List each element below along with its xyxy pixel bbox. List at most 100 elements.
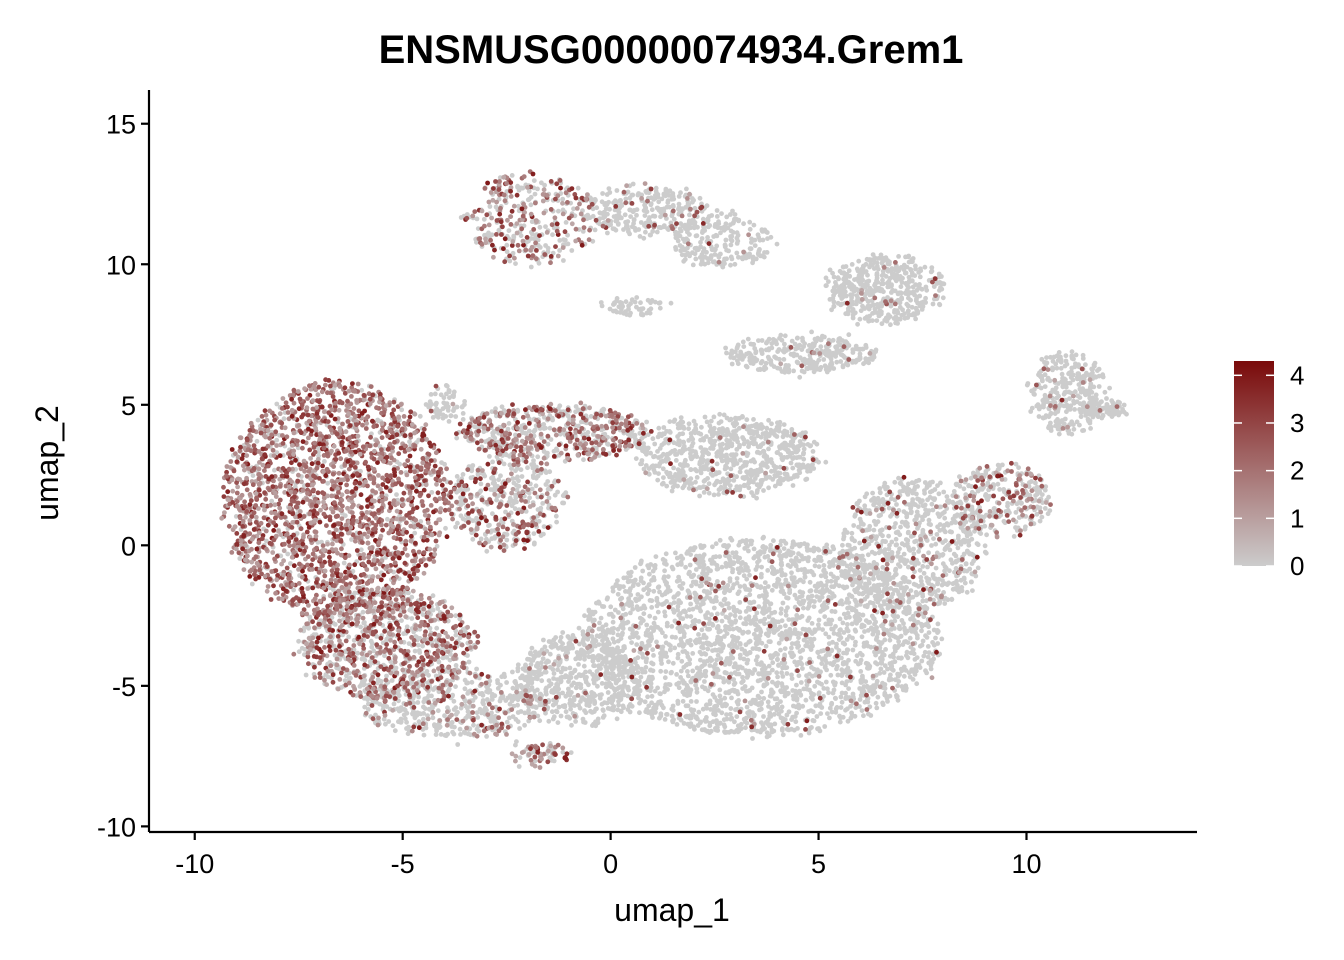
scatter-point	[412, 530, 418, 536]
scatter-point	[679, 658, 685, 664]
scatter-point	[785, 473, 790, 479]
scatter-point	[701, 588, 707, 594]
scatter-point	[837, 616, 843, 622]
scatter-point	[804, 686, 810, 692]
scatter-point	[860, 612, 866, 618]
scatter-point	[801, 446, 807, 452]
scatter-point	[779, 562, 785, 568]
scatter-point	[797, 594, 803, 600]
scatter-point	[708, 418, 714, 424]
scatter-point	[455, 520, 460, 526]
chart-title: ENSMUSG00000074934.Grem1	[379, 28, 964, 72]
scatter-point	[792, 542, 798, 547]
scatter-point	[712, 438, 718, 444]
scatter-point	[688, 614, 694, 619]
scatter-point	[725, 583, 731, 588]
scatter-point	[701, 437, 707, 443]
scatter-point	[697, 649, 703, 655]
scatter-point	[657, 691, 663, 696]
scatter-point	[777, 444, 782, 450]
scatter-point	[708, 642, 714, 648]
scatter-point	[803, 697, 809, 703]
scatter-point	[678, 717, 684, 723]
scatter-point	[681, 680, 686, 686]
scatter-point	[740, 435, 745, 440]
scatter-point	[710, 622, 716, 628]
scatter-point	[893, 677, 898, 683]
scatter-point	[789, 450, 795, 456]
scatter-point	[801, 431, 806, 436]
scatter-point	[834, 666, 839, 672]
scatter-point	[531, 531, 537, 536]
scatter-point	[713, 726, 718, 731]
scatter-point	[772, 432, 778, 438]
scatter-point	[715, 579, 720, 584]
scatter-point	[641, 441, 646, 446]
scatter-point	[825, 579, 830, 584]
scatter-point	[653, 554, 659, 559]
scatter-point	[763, 670, 768, 675]
scatter-point	[766, 663, 772, 669]
scatter-point	[708, 557, 713, 563]
scatter-point	[367, 659, 373, 664]
scatter-point	[650, 436, 656, 442]
scatter-point	[302, 652, 307, 658]
scatter-point	[445, 731, 450, 737]
scatter-point	[829, 617, 835, 623]
scatter-point	[812, 599, 817, 604]
scatter-point	[793, 688, 798, 694]
scatter-point	[237, 556, 243, 561]
scatter-point	[698, 467, 704, 473]
scatter-point	[646, 466, 652, 471]
scatter-point	[756, 558, 762, 563]
scatter-point	[399, 618, 404, 623]
scatter-point	[605, 690, 611, 695]
scatter-point	[391, 701, 397, 707]
scatter-point	[852, 642, 858, 648]
scatter-point	[778, 582, 784, 587]
scatter-point	[687, 637, 693, 643]
scatter-point	[877, 670, 883, 676]
scatter-point	[700, 706, 706, 712]
scatter-point	[453, 711, 459, 717]
scatter-point	[454, 435, 460, 441]
scatter-point	[827, 715, 832, 721]
scatter-point	[782, 440, 787, 446]
scatter-point	[810, 449, 816, 454]
scatter-point	[829, 626, 834, 632]
scatter-point	[371, 648, 377, 654]
scatter-point	[681, 443, 687, 449]
scatter-point	[443, 654, 449, 660]
scatter-point	[738, 457, 743, 463]
scatter-point	[871, 616, 877, 622]
scatter-point	[517, 726, 522, 731]
scatter-point	[784, 432, 790, 438]
scatter-point	[669, 669, 674, 675]
scatter-point	[873, 700, 879, 706]
scatter-point	[642, 444, 647, 450]
scatter-point	[796, 558, 802, 564]
scatter-point	[545, 441, 551, 447]
scatter-point	[615, 578, 620, 584]
scatter-point	[453, 613, 459, 619]
scatter-point	[296, 649, 302, 655]
scatter-point	[676, 470, 682, 476]
scatter-point	[892, 614, 898, 619]
scatter-point	[795, 645, 800, 650]
scatter-point	[480, 698, 486, 703]
scatter-point	[416, 694, 421, 700]
scatter-point	[709, 612, 714, 617]
scatter-point	[558, 431, 563, 437]
scatter-point	[798, 631, 803, 636]
scatter-point	[656, 601, 661, 607]
scatter-point	[612, 607, 618, 613]
scatter-point	[507, 462, 513, 468]
scatter-point	[763, 461, 769, 467]
scatter-point	[331, 587, 336, 593]
scatter-point	[594, 633, 600, 639]
scatter-point	[537, 718, 543, 724]
scatter-point	[699, 644, 704, 650]
scatter-point	[798, 655, 804, 661]
scatter-point	[758, 468, 764, 474]
scatter-point	[805, 468, 810, 474]
